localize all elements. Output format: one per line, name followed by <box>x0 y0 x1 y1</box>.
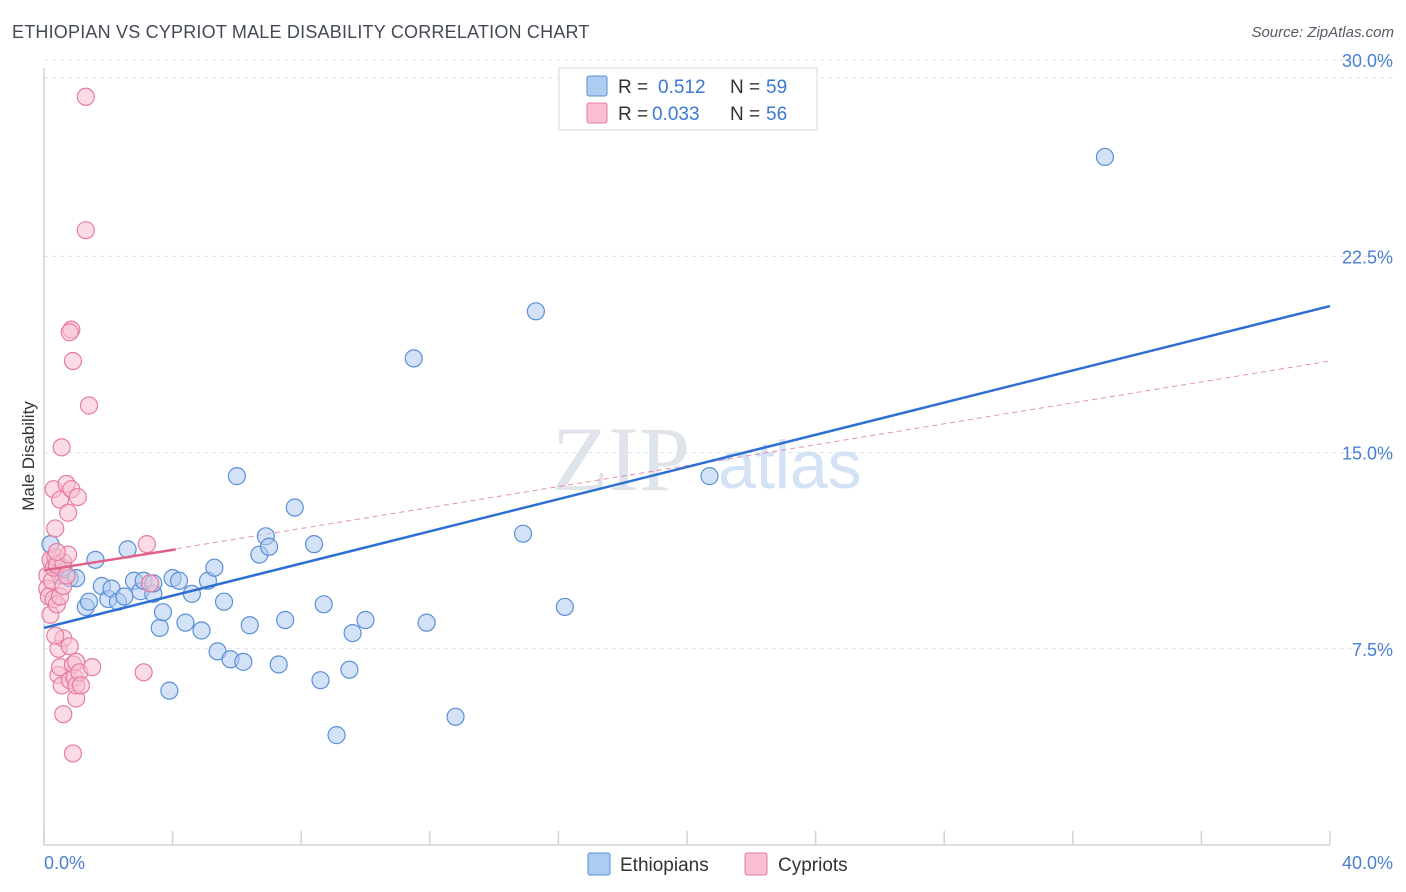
cypriots-point <box>60 323 79 342</box>
y-tick-label: 7.5% <box>1352 640 1393 660</box>
ethiopians-point <box>327 726 346 745</box>
y-axis-title: Male Disability <box>19 401 38 511</box>
cypriots-point <box>76 87 95 106</box>
bottom-legend-cypriots: Cypriots <box>778 855 848 876</box>
y-tick-labels: 7.5% 15.0% 22.5% 30.0% <box>1342 51 1393 660</box>
cypriots-point <box>46 519 65 538</box>
cypriots-point <box>50 490 70 509</box>
bottom-legend-ethiopians: Ethiopians <box>620 855 709 876</box>
cypriots-point <box>71 676 91 695</box>
cypriots-point <box>60 637 79 656</box>
bottom-legend-swatch-cypriots <box>744 852 768 876</box>
cypriots-point <box>46 626 65 645</box>
legend-r-label: R = <box>618 104 648 125</box>
cypriots-point <box>140 574 160 593</box>
cypriots-trend-extension <box>43 360 1331 571</box>
cypriots-point <box>83 658 102 677</box>
legend-n-value: 59 <box>766 77 787 98</box>
ethiopians-point <box>169 571 189 590</box>
x-tick-label-max: 40.0% <box>1342 853 1393 873</box>
watermark-zip: ZIP <box>552 408 690 510</box>
cypriots-point <box>57 566 76 585</box>
legend-r-value: 0.512 <box>658 77 706 98</box>
ethiopians-point <box>234 652 253 671</box>
cypriots-point <box>137 535 156 554</box>
legend-r-label: R = <box>618 77 648 98</box>
top-legend: R = 0.512 N = 59 R = 0.033 N = 56 <box>558 67 818 131</box>
ethiopians-point <box>259 537 279 556</box>
cypriots-point <box>54 705 73 724</box>
ethiopians-point <box>343 623 362 643</box>
cypriots-points <box>38 87 160 763</box>
legend-n-value: 56 <box>766 104 787 125</box>
ethiopians-point <box>314 595 333 614</box>
cypriots-point <box>76 221 95 240</box>
ethiopians-point <box>176 613 195 632</box>
ethiopians-point <box>513 524 533 543</box>
legend-r-value: 0.033 <box>652 104 700 125</box>
chart-title: ETHIOPIAN VS CYPRIOT MALE DISABILITY COR… <box>12 22 590 42</box>
y-tick-label: 15.0% <box>1342 444 1393 464</box>
cypriots-point <box>52 438 71 457</box>
ethiopians-point <box>153 603 173 622</box>
ethiopians-point <box>115 587 134 606</box>
ethiopians-point <box>526 302 545 321</box>
ethiopians-point <box>227 467 246 486</box>
legend-swatch-cypriots <box>586 102 608 124</box>
cypriots-point <box>79 396 99 415</box>
ethiopians-point <box>700 467 719 486</box>
ethiopians-point <box>276 610 295 630</box>
watermark-atlas: atlas <box>718 427 862 503</box>
bottom-legend-swatch-ethiopians <box>587 852 611 876</box>
ethiopians-point <box>446 707 465 726</box>
ethiopians-trend-line <box>43 304 1331 630</box>
ethiopians-point <box>86 550 105 569</box>
cypriots-point <box>63 744 83 763</box>
ethiopians-point <box>79 592 99 611</box>
x-tick-label-min: 0.0% <box>44 853 85 873</box>
ethiopians-point <box>182 584 201 603</box>
ethiopians-point <box>240 616 259 635</box>
bottom-legend: Ethiopians Cypriots <box>587 852 848 876</box>
cypriots-point <box>47 542 66 562</box>
ethiopians-point <box>311 671 330 690</box>
chart-source: Source: ZipAtlas.com <box>1251 24 1394 41</box>
legend-n-label: N = <box>730 77 760 98</box>
ethiopians-point <box>192 621 211 640</box>
ethiopians-point <box>150 618 169 637</box>
ethiopians-point <box>340 660 359 679</box>
cypriots-trend-line <box>43 548 177 572</box>
grid-lines <box>44 59 1392 650</box>
ethiopians-point <box>404 349 423 368</box>
ethiopians-point <box>285 498 304 517</box>
ethiopians-point <box>555 597 574 617</box>
cypriots-point <box>134 663 153 682</box>
x-axis-ticks <box>43 831 1331 845</box>
ethiopians-point <box>304 535 324 554</box>
legend-n-label: N = <box>730 104 760 125</box>
ethiopians-point <box>417 613 436 632</box>
ethiopians-point <box>214 592 234 611</box>
ethiopians-point <box>356 610 375 630</box>
cypriots-point <box>59 503 78 522</box>
y-tick-label: 30.0% <box>1342 51 1393 71</box>
ethiopians-point <box>205 558 224 577</box>
cypriots-point <box>63 351 83 371</box>
legend-swatch-ethiopians <box>586 75 608 97</box>
y-tick-label: 22.5% <box>1342 247 1393 267</box>
ethiopians-point <box>269 655 288 674</box>
ethiopians-point <box>160 681 179 700</box>
cypriots-point <box>68 487 87 507</box>
ethiopians-point <box>1095 147 1115 167</box>
